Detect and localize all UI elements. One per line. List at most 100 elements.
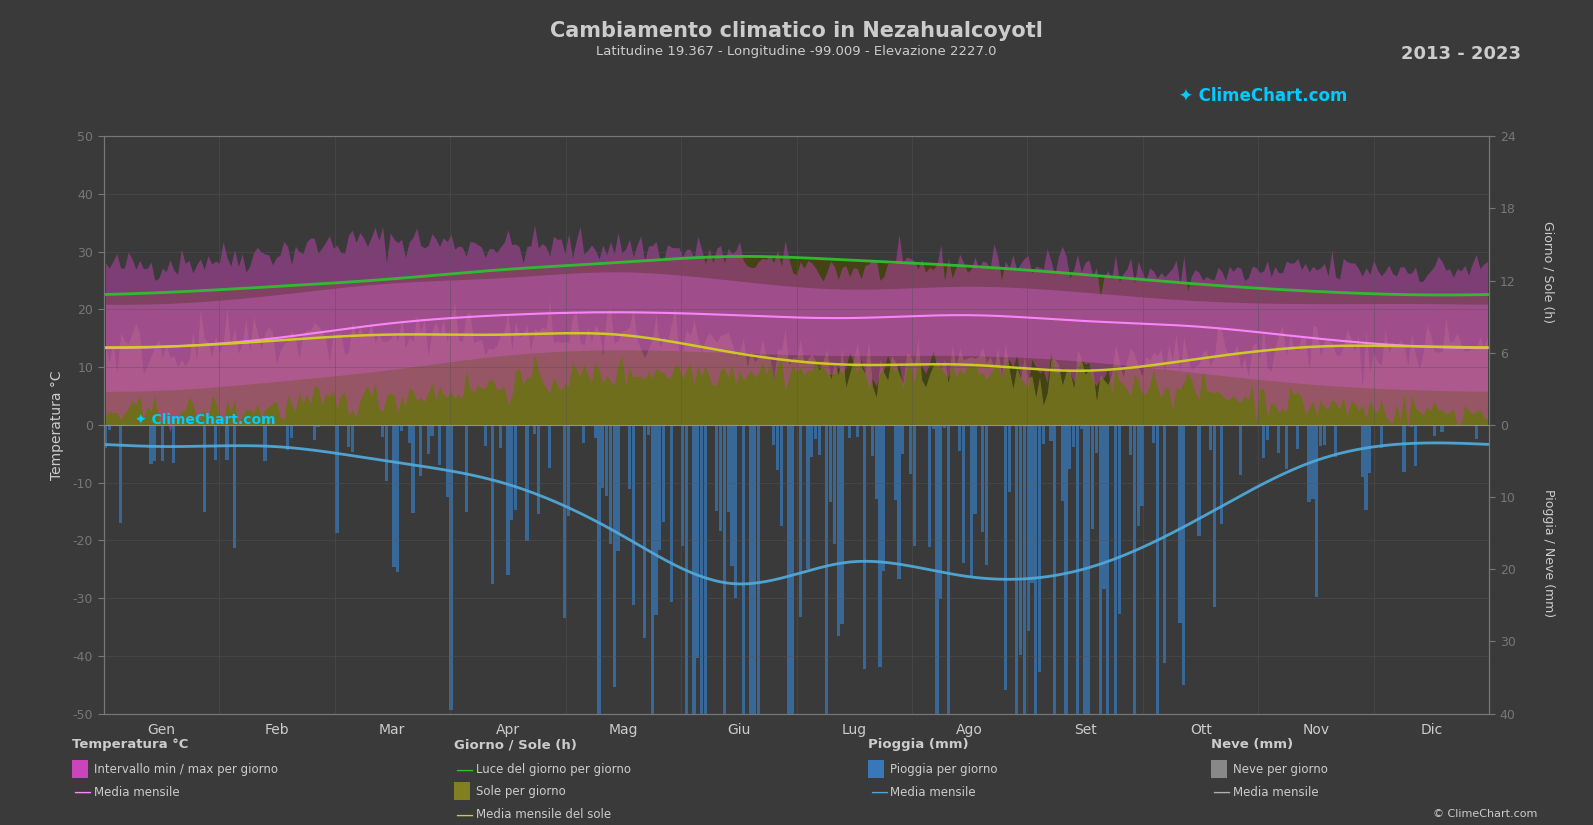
Bar <box>312 425 315 440</box>
Bar <box>1475 425 1478 439</box>
Bar <box>287 425 290 450</box>
Bar <box>1023 425 1026 825</box>
Bar <box>1099 425 1102 747</box>
Text: Giorno / Sole (h): Giorno / Sole (h) <box>454 738 577 752</box>
Bar <box>1091 425 1094 529</box>
Bar <box>1209 425 1212 450</box>
Bar <box>1072 425 1075 447</box>
Bar <box>233 425 236 548</box>
Bar <box>449 425 452 710</box>
Bar <box>757 425 760 825</box>
Bar <box>1322 425 1325 445</box>
Bar <box>1034 425 1037 714</box>
Bar <box>658 425 661 549</box>
Bar <box>1179 425 1182 623</box>
Bar <box>1039 425 1042 672</box>
Bar <box>1360 425 1364 477</box>
Bar <box>723 425 726 825</box>
Bar <box>943 425 946 427</box>
Text: Media mensile: Media mensile <box>1233 785 1319 799</box>
Bar <box>927 425 930 547</box>
Bar <box>1284 425 1287 469</box>
Bar <box>726 425 730 512</box>
Bar <box>1004 425 1007 690</box>
Bar <box>1415 425 1418 466</box>
Text: —: — <box>73 783 91 801</box>
Bar <box>883 425 886 572</box>
Bar <box>213 425 217 460</box>
Bar <box>510 425 513 521</box>
Text: Media mensile del sole: Media mensile del sole <box>476 808 612 821</box>
Bar <box>1080 425 1083 430</box>
Bar <box>1163 425 1166 663</box>
Bar <box>1239 425 1243 474</box>
Bar <box>1198 425 1201 535</box>
Bar <box>507 425 510 575</box>
Bar <box>408 425 411 443</box>
Bar <box>932 425 935 429</box>
Bar <box>597 425 601 790</box>
Bar <box>1316 425 1319 596</box>
Bar <box>908 425 913 474</box>
Text: © ClimeChart.com: © ClimeChart.com <box>1432 809 1537 819</box>
Bar <box>491 425 494 583</box>
Text: Temperatura °C: Temperatura °C <box>72 738 188 752</box>
Bar <box>1155 425 1158 732</box>
Text: Sole per giorno: Sole per giorno <box>476 785 566 799</box>
Bar <box>1380 425 1383 448</box>
Bar <box>1106 425 1109 825</box>
Bar <box>1114 425 1117 825</box>
Bar <box>1152 425 1155 443</box>
Bar <box>430 425 433 436</box>
Bar <box>730 425 733 566</box>
Bar <box>1311 425 1314 499</box>
Bar <box>104 425 107 448</box>
Bar <box>1031 425 1034 583</box>
Bar <box>1069 425 1072 469</box>
Text: Pioggia per giorno: Pioggia per giorno <box>890 763 997 776</box>
Bar <box>1297 425 1300 449</box>
Text: Neve per giorno: Neve per giorno <box>1233 763 1329 776</box>
Bar <box>564 425 567 618</box>
Bar <box>499 425 502 448</box>
Text: —: — <box>456 805 473 823</box>
Text: 2013 - 2023: 2013 - 2023 <box>1402 45 1521 64</box>
Bar <box>1133 425 1136 825</box>
Bar <box>871 425 875 456</box>
Bar <box>779 425 782 526</box>
Bar <box>650 425 653 825</box>
Bar <box>119 425 123 523</box>
Bar <box>392 425 395 567</box>
Bar <box>381 425 384 436</box>
Bar <box>350 425 354 452</box>
Bar <box>946 425 949 825</box>
Bar <box>1308 425 1311 502</box>
Bar <box>1088 425 1091 742</box>
Bar <box>172 425 175 463</box>
Bar <box>1007 425 1010 492</box>
Text: Pioggia / Neve (mm): Pioggia / Neve (mm) <box>1542 488 1555 617</box>
Text: Neve (mm): Neve (mm) <box>1211 738 1294 752</box>
Bar <box>1220 425 1223 524</box>
Bar <box>902 425 905 454</box>
Bar <box>855 425 859 437</box>
Bar <box>970 425 973 578</box>
Bar <box>411 425 414 513</box>
Bar <box>878 425 881 667</box>
Bar <box>1368 425 1372 473</box>
Bar <box>1278 425 1281 453</box>
Bar <box>798 425 801 616</box>
Bar <box>655 425 658 615</box>
Bar <box>108 425 112 430</box>
Bar <box>153 425 156 461</box>
Bar <box>814 425 817 440</box>
Text: Giorno / Sole (h): Giorno / Sole (h) <box>1542 221 1555 323</box>
Bar <box>753 425 757 825</box>
Bar <box>742 425 746 825</box>
Bar <box>836 425 840 635</box>
Bar <box>699 425 703 760</box>
Text: Luce del giorno per giorno: Luce del giorno per giorno <box>476 763 631 776</box>
Bar <box>787 425 790 825</box>
Text: Cambiamento climatico in Nezahualcoyotl: Cambiamento climatico in Nezahualcoyotl <box>550 21 1043 40</box>
Bar <box>1083 425 1086 825</box>
